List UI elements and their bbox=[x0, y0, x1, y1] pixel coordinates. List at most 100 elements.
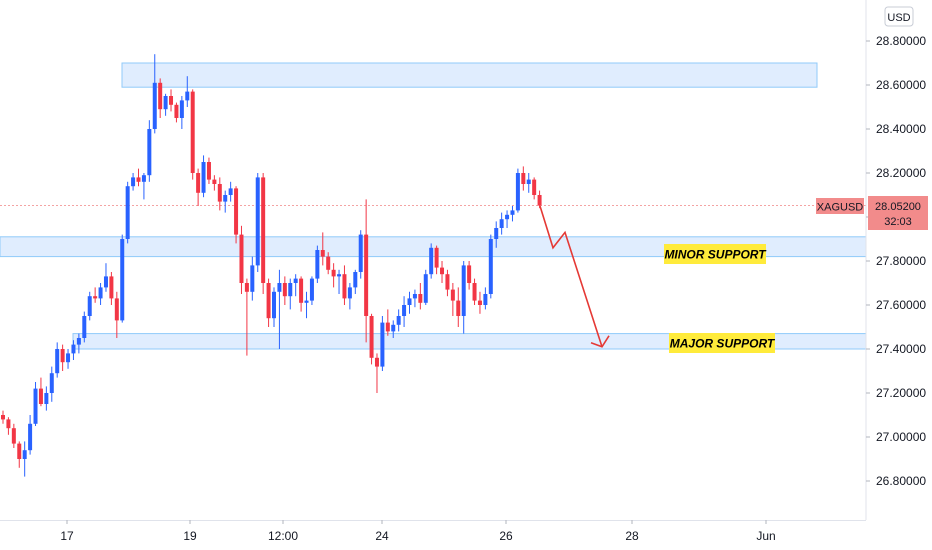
candle-body bbox=[494, 228, 499, 239]
candle-body bbox=[532, 179, 537, 195]
candle-body bbox=[87, 296, 92, 316]
candle-body bbox=[434, 247, 439, 268]
x-tick-label: 24 bbox=[375, 529, 389, 543]
candle-body bbox=[380, 322, 385, 367]
y-tick-label: 27.80000 bbox=[876, 254, 926, 268]
candle-body bbox=[33, 388, 38, 424]
currency-button[interactable]: USD bbox=[884, 6, 914, 27]
candle-body bbox=[266, 283, 271, 319]
candle-body bbox=[396, 316, 401, 325]
candle-body bbox=[342, 274, 347, 299]
candle-body bbox=[477, 300, 482, 305]
candle-body bbox=[272, 291, 276, 319]
candle-body bbox=[212, 179, 217, 184]
minor-support-text: MINOR SUPPORT bbox=[664, 248, 767, 262]
x-tick-label: 12:00 bbox=[268, 529, 298, 543]
y-tick-label: 27.60000 bbox=[876, 298, 926, 312]
time-axis[interactable]: 17 19 12:00 24 26 28 Jun bbox=[60, 520, 776, 543]
currency-button-label: USD bbox=[887, 12, 910, 24]
candle-body bbox=[521, 173, 526, 184]
candle-body bbox=[309, 278, 314, 301]
candle-body bbox=[364, 234, 369, 316]
candle-body bbox=[28, 423, 33, 451]
candle-body bbox=[125, 186, 130, 239]
candle-body bbox=[277, 283, 282, 292]
candle-body bbox=[255, 177, 260, 266]
candle-body bbox=[55, 349, 60, 374]
candle-body bbox=[374, 357, 379, 367]
candle-body bbox=[206, 162, 211, 180]
candle-body bbox=[82, 316, 87, 338]
candle-body bbox=[109, 276, 114, 299]
candle-body bbox=[196, 173, 201, 193]
y-tick-label: 27.00000 bbox=[876, 430, 926, 444]
candle-body bbox=[461, 265, 466, 316]
x-tick-label: 17 bbox=[60, 529, 74, 543]
candle-body bbox=[369, 316, 374, 358]
candle-layer bbox=[1, 54, 542, 477]
candle-body bbox=[440, 267, 445, 275]
candle-body bbox=[467, 265, 472, 283]
y-tick-label: 28.80000 bbox=[876, 34, 926, 48]
x-tick-label: Jun bbox=[756, 529, 775, 543]
minor-support-label[interactable]: MINOR SUPPORT bbox=[664, 244, 767, 264]
candle-body bbox=[1, 415, 5, 420]
candle-body bbox=[315, 250, 320, 279]
symbol-tag-text: XAGUSD bbox=[817, 202, 864, 214]
candle-body bbox=[228, 188, 233, 195]
candle-body bbox=[402, 305, 407, 316]
y-tick-label: 28.40000 bbox=[876, 122, 926, 136]
candle-body bbox=[407, 298, 412, 305]
candle-body bbox=[337, 274, 342, 277]
candle-body bbox=[76, 338, 81, 345]
y-tick-label: 27.40000 bbox=[876, 342, 926, 356]
major-support-text: MAJOR SUPPORT bbox=[670, 337, 776, 351]
candle-body bbox=[98, 287, 103, 299]
candle-body bbox=[304, 300, 309, 303]
candle-body bbox=[353, 272, 358, 288]
candle-body bbox=[11, 428, 16, 444]
candle-body bbox=[120, 239, 125, 321]
candle-body bbox=[239, 234, 244, 283]
symbol-tag: XAGUSD bbox=[816, 198, 864, 214]
candle-body bbox=[288, 283, 293, 297]
candle-body bbox=[445, 274, 450, 290]
symbol-tag-bg bbox=[816, 198, 864, 214]
resistance-zone[interactable] bbox=[121, 62, 818, 88]
candle-body bbox=[6, 419, 11, 429]
candle-body bbox=[22, 450, 27, 459]
y-tick-label: 26.80000 bbox=[876, 474, 926, 488]
zone-layer[interactable] bbox=[0, 62, 867, 350]
minor-support-label-bg bbox=[664, 244, 766, 264]
candle-body bbox=[423, 274, 428, 303]
major-support-label-bg bbox=[669, 333, 775, 353]
candle-body bbox=[234, 188, 239, 235]
candle-body bbox=[391, 324, 396, 332]
candle-body bbox=[326, 256, 331, 270]
candle-body bbox=[174, 104, 179, 118]
candle-body bbox=[152, 82, 157, 129]
major-support-label[interactable]: MAJOR SUPPORT bbox=[669, 333, 776, 353]
candle-body bbox=[103, 276, 108, 288]
x-tick-label: 19 bbox=[183, 529, 197, 543]
candle-body bbox=[179, 100, 184, 118]
candle-body bbox=[17, 443, 22, 459]
candle-body bbox=[38, 388, 43, 404]
price-axis[interactable]: 28.8000028.6000028.4000028.2000028.00000… bbox=[866, 34, 926, 488]
candle-body bbox=[44, 393, 49, 404]
candle-body bbox=[385, 322, 390, 332]
candle-body bbox=[244, 283, 249, 292]
candle-body bbox=[114, 298, 119, 321]
candle-body bbox=[147, 129, 152, 176]
candle-body bbox=[71, 344, 76, 354]
candle-body bbox=[331, 269, 336, 277]
candle-body bbox=[136, 177, 141, 182]
candle-body bbox=[499, 219, 504, 228]
candle-body bbox=[510, 210, 515, 215]
projection-arrow[interactable] bbox=[539, 205, 610, 348]
currency-button-frame bbox=[884, 6, 914, 27]
candle-body bbox=[250, 265, 255, 292]
candle-body bbox=[450, 289, 455, 301]
